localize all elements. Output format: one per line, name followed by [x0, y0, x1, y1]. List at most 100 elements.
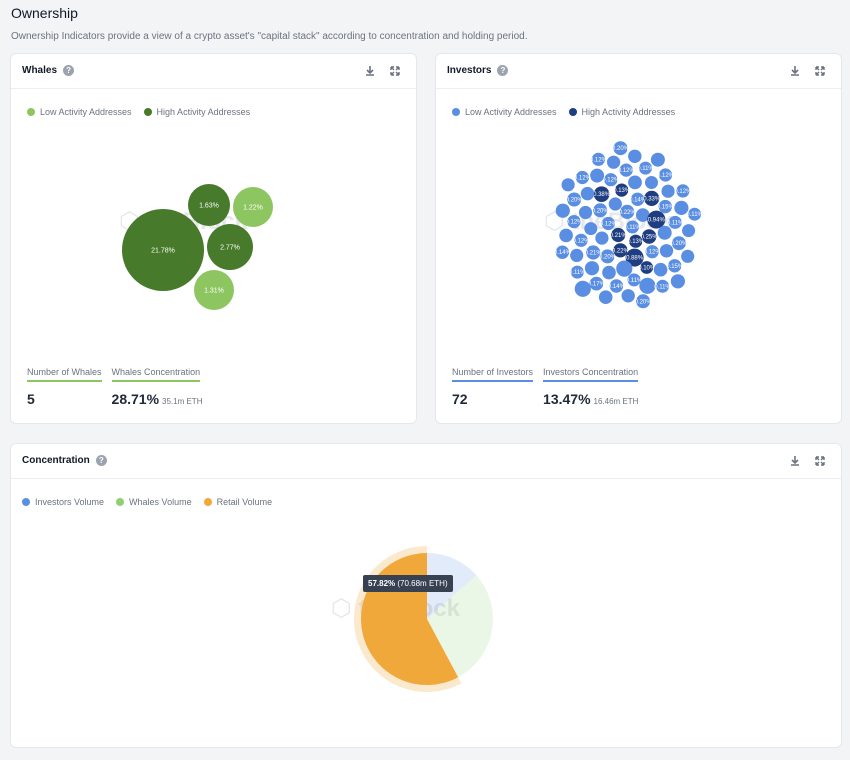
- download-icon[interactable]: [788, 64, 802, 78]
- legend-item-whales-volume[interactable]: Whales Volume: [116, 497, 192, 507]
- investor-bubble[interactable]: 0.12%: [590, 152, 608, 166]
- expand-icon[interactable]: [813, 454, 827, 468]
- investor-bubble[interactable]: 0.11%: [667, 215, 684, 229]
- investor-bubble[interactable]: 0.14%: [608, 279, 626, 293]
- investor-bubble[interactable]: 0.38%: [593, 186, 611, 202]
- investor-bubble[interactable]: [645, 176, 658, 189]
- investor-bubble[interactable]: 0.12%: [573, 233, 591, 247]
- investor-bubble[interactable]: 0.21%: [610, 227, 628, 243]
- help-icon[interactable]: ?: [95, 455, 107, 466]
- investor-bubble[interactable]: 0.15%: [657, 199, 675, 214]
- expand-icon[interactable]: [388, 64, 402, 78]
- investor-bubble[interactable]: 0.11%: [654, 279, 671, 293]
- investor-bubble[interactable]: 0.25%: [641, 229, 659, 244]
- download-icon[interactable]: [363, 64, 377, 78]
- investor-bubble[interactable]: [636, 208, 650, 222]
- investor-bubble[interactable]: 0.12%: [602, 173, 620, 187]
- investor-bubble[interactable]: 0.11%: [569, 265, 586, 279]
- investor-bubble[interactable]: 0.12%: [618, 163, 636, 177]
- investor-bubble[interactable]: 0.11%: [686, 207, 704, 221]
- investor-bubble[interactable]: [590, 168, 605, 183]
- whale-bubble[interactable]: 21.78%: [122, 209, 204, 291]
- whale-bubble[interactable]: 1.63%: [188, 184, 230, 226]
- investor-bubble[interactable]: [570, 248, 584, 262]
- pie-slice-whales-volume[interactable]: [427, 575, 493, 678]
- investor-bubble[interactable]: 0.22%: [612, 243, 630, 258]
- investor-bubble[interactable]: [607, 155, 621, 169]
- investor-bubble[interactable]: 0.20%: [612, 141, 630, 156]
- investor-bubble[interactable]: 0.13%: [627, 234, 645, 248]
- investor-bubble[interactable]: 0.10%: [638, 261, 656, 274]
- legend-item-high-activity[interactable]: High Activity Addresses: [143, 107, 250, 117]
- investor-bubble[interactable]: [682, 224, 696, 238]
- expand-icon[interactable]: [813, 64, 827, 78]
- investor-bubble[interactable]: [561, 178, 575, 192]
- investor-bubble[interactable]: [584, 261, 600, 276]
- investor-bubble[interactable]: 0.15%: [666, 259, 684, 273]
- investor-bubble[interactable]: 0.12%: [674, 184, 692, 198]
- investor-bubble[interactable]: 0.22%: [619, 204, 637, 219]
- investor-bubble[interactable]: 0.14%: [629, 192, 647, 206]
- investor-bubble[interactable]: [616, 260, 633, 277]
- investor-bubble[interactable]: [659, 244, 674, 258]
- investor-bubble[interactable]: [674, 200, 689, 215]
- investor-bubble[interactable]: [628, 175, 642, 190]
- investor-bubble[interactable]: 0.20%: [592, 203, 610, 218]
- investor-bubble[interactable]: [621, 289, 635, 303]
- bubble-label: 0.21%: [585, 251, 603, 257]
- investor-bubble[interactable]: 0.11%: [626, 273, 643, 287]
- bubble-label: 0.20%: [599, 254, 617, 260]
- investor-bubble[interactable]: [639, 277, 656, 294]
- investor-bubble[interactable]: [598, 290, 613, 304]
- investor-bubble[interactable]: [578, 205, 593, 220]
- investor-bubble[interactable]: [650, 152, 665, 167]
- concentration-title-text: Concentration: [22, 455, 90, 466]
- investor-bubble[interactable]: [670, 274, 685, 289]
- legend-item-low-activity[interactable]: Low Activity Addresses: [27, 107, 132, 117]
- bubble-circle: [233, 187, 273, 227]
- download-icon[interactable]: [788, 454, 802, 468]
- investor-bubble[interactable]: [602, 265, 616, 280]
- whale-bubble[interactable]: 1.31%: [194, 270, 234, 310]
- investor-bubble[interactable]: [628, 149, 642, 163]
- investor-bubble[interactable]: 0.12%: [565, 215, 583, 229]
- investor-bubble[interactable]: 0.94%: [647, 210, 665, 229]
- legend-item-investors-volume[interactable]: Investors Volume: [22, 497, 104, 507]
- legend-item-high-activity[interactable]: High Activity Addresses: [568, 107, 675, 117]
- investor-bubble[interactable]: 0.14%: [554, 245, 572, 259]
- investor-bubble[interactable]: [574, 280, 591, 297]
- investor-bubble[interactable]: [584, 222, 598, 236]
- investor-bubble[interactable]: [661, 184, 675, 198]
- investor-bubble[interactable]: [657, 225, 672, 240]
- investor-bubble[interactable]: 0.20%: [635, 294, 653, 309]
- investor-bubble[interactable]: 0.20%: [670, 236, 688, 251]
- investor-bubble[interactable]: 0.88%: [625, 248, 644, 267]
- investor-bubble[interactable]: [555, 203, 570, 218]
- investor-bubble[interactable]: 0.20%: [566, 192, 584, 207]
- legend-item-low-activity[interactable]: Low Activity Addresses: [452, 107, 557, 117]
- investor-bubble[interactable]: 0.12%: [644, 245, 662, 259]
- investor-bubble[interactable]: [595, 231, 609, 245]
- investor-bubble[interactable]: [608, 197, 622, 211]
- investor-bubble[interactable]: [559, 228, 573, 243]
- investor-bubble[interactable]: 0.33%: [643, 190, 661, 206]
- legend-item-retail-volume[interactable]: Retail Volume: [203, 497, 272, 507]
- investor-bubble[interactable]: [653, 262, 668, 277]
- investor-bubble[interactable]: 0.12%: [574, 170, 592, 185]
- whale-bubble[interactable]: 1.22%: [233, 187, 273, 227]
- bubble-circle: [650, 152, 665, 167]
- help-icon[interactable]: ?: [497, 65, 509, 76]
- investor-bubble[interactable]: [580, 186, 595, 201]
- investor-bubble[interactable]: 0.11%: [624, 220, 641, 234]
- investor-bubble[interactable]: 0.13%: [613, 183, 631, 197]
- investor-bubble[interactable]: 0.20%: [599, 249, 617, 264]
- investor-bubble[interactable]: 0.12%: [657, 168, 675, 182]
- whale-bubble[interactable]: 2.77%: [207, 224, 253, 270]
- investor-bubble[interactable]: 0.11%: [637, 161, 654, 175]
- help-icon[interactable]: ?: [63, 65, 75, 76]
- investor-bubble[interactable]: 0.17%: [588, 276, 606, 291]
- investor-bubble[interactable]: [681, 249, 695, 263]
- investor-bubble[interactable]: 0.12%: [600, 216, 618, 231]
- investor-bubble[interactable]: 0.21%: [585, 245, 603, 260]
- investors-stats: Number of Investors 72 Investors Concent…: [452, 362, 638, 407]
